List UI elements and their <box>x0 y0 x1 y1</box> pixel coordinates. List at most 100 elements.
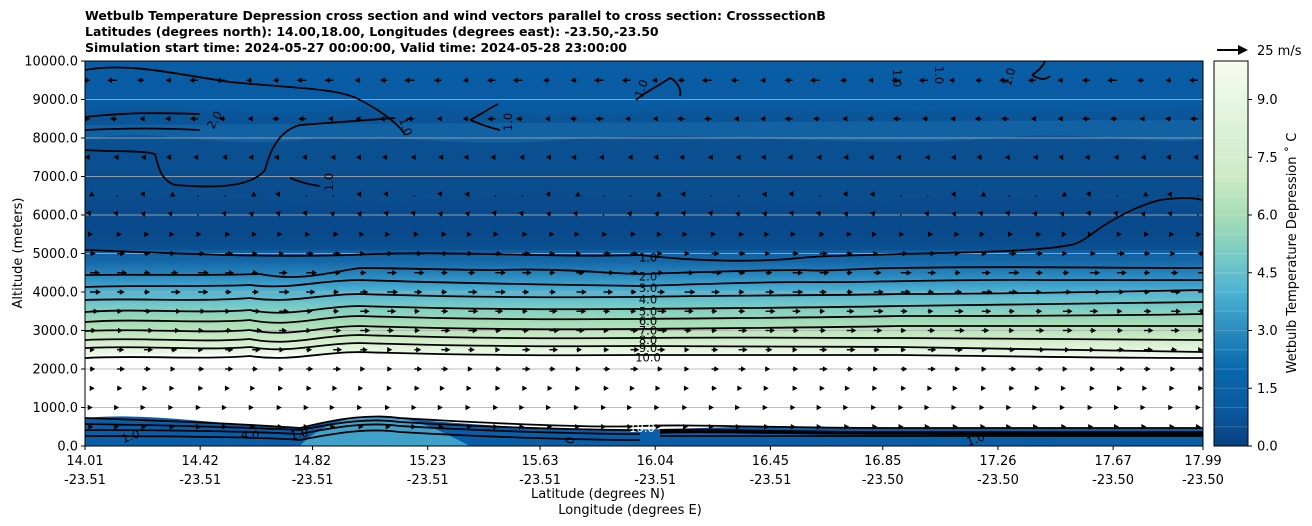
wind-vector <box>603 346 610 353</box>
wind-vector <box>846 250 853 257</box>
y-tick-label: 0.0 <box>57 440 78 455</box>
wind-vector <box>324 77 334 84</box>
wind-vector <box>87 404 93 411</box>
wind-vector <box>107 77 118 84</box>
wind-vector <box>437 211 443 217</box>
wind-vector <box>1062 269 1070 276</box>
y-tick-label: 4000.0 <box>33 286 79 301</box>
wind-vector <box>603 327 609 334</box>
wind-vector <box>463 154 469 161</box>
wind-vector <box>222 154 228 161</box>
wind-vector <box>171 308 182 315</box>
wind-vector <box>981 308 992 315</box>
wind-vector <box>900 269 912 276</box>
wind-vector <box>495 308 504 315</box>
x-tick-lat: 15.23 <box>409 454 446 469</box>
wind-vector <box>790 423 796 430</box>
wind-vector <box>1089 308 1099 315</box>
wind-vector <box>333 366 342 372</box>
wind-vector <box>90 250 96 257</box>
wind-vector <box>575 191 581 197</box>
wind-vector <box>840 77 847 84</box>
wind-vector <box>819 289 827 295</box>
wind-vector <box>603 385 609 392</box>
wind-vector <box>218 115 226 122</box>
wind-vector <box>512 77 523 84</box>
title-line-1: Wetbulb Temperature Depression cross sec… <box>85 8 826 23</box>
wind-vector <box>487 115 496 122</box>
upper-contour-label: 1.0 <box>322 173 336 191</box>
wind-vector <box>333 250 341 257</box>
wind-vector <box>247 115 253 122</box>
wind-vector <box>303 423 309 430</box>
wind-vector <box>144 346 154 353</box>
wind-vector <box>165 77 172 84</box>
y-tick-label: 6000.0 <box>33 209 79 224</box>
wind-vector <box>1143 269 1151 276</box>
wind-vector <box>738 289 745 295</box>
wind-vector <box>279 269 288 276</box>
wind-vector <box>922 115 928 122</box>
wind-vector <box>1006 423 1012 430</box>
wind-vector <box>738 346 748 353</box>
wind-vector <box>738 327 748 334</box>
wind-vector <box>251 231 257 238</box>
wind-vector <box>603 289 614 295</box>
contour-label: 9.0 <box>639 341 657 355</box>
wind-vector <box>333 269 341 276</box>
wind-vector <box>170 366 176 372</box>
wind-vector <box>165 154 172 161</box>
wind-vector <box>701 77 712 84</box>
wind-vector <box>788 191 794 197</box>
wind-vector <box>1032 423 1038 430</box>
wind-vector <box>711 327 718 334</box>
wind-vector <box>630 269 639 276</box>
wind-vector <box>679 154 685 161</box>
wind-vector <box>384 404 390 411</box>
wind-vector <box>735 404 741 411</box>
wind-vector <box>1062 346 1070 353</box>
wind-vector <box>927 308 934 315</box>
wind-vector <box>357 404 363 411</box>
upper-contour-7 <box>635 76 682 101</box>
x-tick-lat: 17.67 <box>1095 454 1132 469</box>
x-tick-lat: 15.63 <box>521 454 558 469</box>
wind-vector <box>1032 404 1038 411</box>
wind-vector <box>792 385 798 392</box>
wind-vector <box>198 327 204 334</box>
wind-vector <box>765 250 771 257</box>
wind-vector <box>576 269 585 276</box>
wind-vector <box>171 346 178 353</box>
wind-vector <box>273 154 280 161</box>
wind-vector <box>979 404 985 411</box>
y-tick-label: 7000.0 <box>33 170 79 185</box>
wind-vector <box>464 191 470 198</box>
wind-vector <box>571 154 577 161</box>
wind-vector <box>1189 77 1198 84</box>
plot-area: 1.02.03.04.05.06.07.08.09.010.02.0 1.01.0… <box>85 61 1203 446</box>
wind-vector <box>278 385 284 392</box>
wind-vector <box>301 154 307 161</box>
wind-vector <box>275 210 281 217</box>
surface-contour-label: 4.0 <box>241 428 259 442</box>
wind-vector <box>1006 404 1012 411</box>
wind-vector <box>521 194 524 197</box>
wind-vector <box>846 231 852 238</box>
wind-vector <box>169 385 175 392</box>
wind-vector <box>792 366 799 372</box>
wind-vector <box>812 115 820 122</box>
wind-vector <box>954 327 965 334</box>
wind-vector <box>927 250 936 257</box>
wind-vector <box>872 423 878 430</box>
wind-vector <box>439 385 445 392</box>
wind-vector <box>792 250 799 257</box>
wind-vector <box>437 191 443 197</box>
wind-vector <box>252 308 261 315</box>
wind-vector <box>871 231 877 238</box>
wind-vector <box>140 211 146 217</box>
wind-vector <box>113 210 119 217</box>
wind-vector <box>1061 423 1067 430</box>
wind-vector <box>198 250 205 257</box>
wind-vector <box>603 269 615 276</box>
title-line-2: Latitudes (degrees north): 14.00,18.00, … <box>85 24 659 39</box>
